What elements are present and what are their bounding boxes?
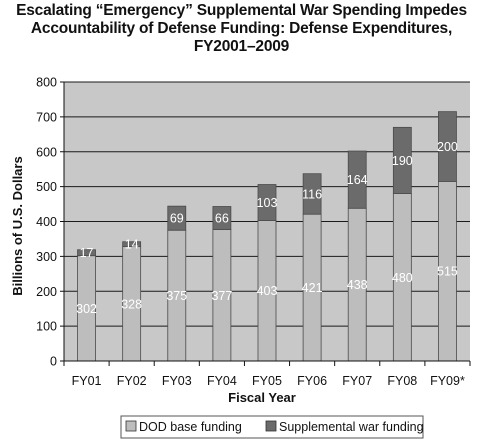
y-tick-label: 200 [36, 285, 57, 299]
bar-data-label: 302 [76, 302, 97, 316]
y-tick-label: 600 [36, 145, 57, 159]
bar-data-label: 480 [392, 271, 413, 285]
bar-supplemental [77, 249, 96, 257]
x-tick-label: FY07 [342, 374, 372, 388]
x-tick-label: FY01 [72, 374, 102, 388]
x-tick-label: FY02 [117, 374, 147, 388]
chart-title-line-2: Accountability of Defense Funding: Defen… [30, 20, 453, 37]
bar-data-label: 403 [257, 284, 278, 298]
bar-data-label: 190 [392, 154, 413, 168]
bars: 302 17 328 14 375 69 377 66 403 103 421 116 438 164 48… [76, 111, 458, 362]
bar-data-label: 200 [437, 140, 458, 154]
bar-data-label: 116 [302, 187, 322, 201]
bar-supplemental [167, 205, 187, 231]
x-tick-label: FY04 [207, 374, 237, 388]
bar-supplemental [302, 173, 322, 215]
bar-data-label: 17 [80, 246, 94, 260]
bar-data-label: 328 [121, 297, 142, 311]
bar-data-label: 103 [257, 196, 278, 210]
x-tick-label: FY05 [252, 374, 282, 388]
bar-supplemental [257, 184, 277, 221]
chart-title-line-3: FY2001–2009 [193, 38, 290, 55]
legend-label-supplemental: Supplemental war funding [279, 420, 424, 434]
y-tick-label: 400 [36, 215, 57, 229]
x-tick-labels: FY01 FY02 FY03 FY04 FY05 FY06 FY07 FY08 FY09* [72, 374, 465, 388]
bar-data-label: 438 [347, 278, 368, 292]
x-tick-label: FY09* [430, 374, 465, 388]
legend-label-base: DOD base funding [139, 420, 242, 434]
y-tick-label: 0 [50, 355, 57, 369]
bar-data-label: 421 [302, 281, 323, 295]
bar-data-label: 377 [211, 289, 232, 303]
bar-data-label: 515 [437, 265, 458, 279]
y-tick-label: 800 [36, 76, 57, 90]
bar-data-label: 164 [347, 173, 368, 187]
legend-swatch-supplemental [265, 420, 277, 432]
chart-title: Escalating “Emergency” Supplemental War … [0, 2, 483, 56]
y-tick-label: 700 [36, 110, 57, 124]
x-tick-label: FY08 [387, 374, 417, 388]
bar-data-label: 375 [166, 289, 187, 303]
bar-supplemental [212, 206, 232, 230]
x-tick-label: FY06 [297, 374, 327, 388]
bar-data-label: 66 [215, 212, 229, 226]
bar-supplemental [392, 126, 412, 194]
bar-supplemental [347, 150, 367, 209]
y-tick-labels: 0 100 200 300 400 500 600 700 800 [36, 76, 57, 369]
bar-supplemental [438, 111, 457, 182]
x-tick-label: FY03 [162, 374, 192, 388]
chart-title-line-1: Escalating “Emergency” Supplemental War … [16, 2, 467, 19]
bar-supplemental [122, 241, 142, 248]
bar-data-label: 14 [125, 238, 139, 252]
y-tick-label: 100 [36, 320, 57, 334]
axes [60, 81, 471, 366]
y-tick-label: 300 [36, 250, 57, 264]
bar-data-label: 69 [170, 212, 184, 226]
legend-swatch-base [125, 420, 137, 432]
y-tick-label: 500 [36, 180, 57, 194]
y-axis-label: Billions of U.S. Dollars [10, 156, 25, 295]
x-axis-label: Fiscal Year [228, 390, 296, 405]
legend: DOD base funding Supplemental war funding [120, 415, 424, 439]
